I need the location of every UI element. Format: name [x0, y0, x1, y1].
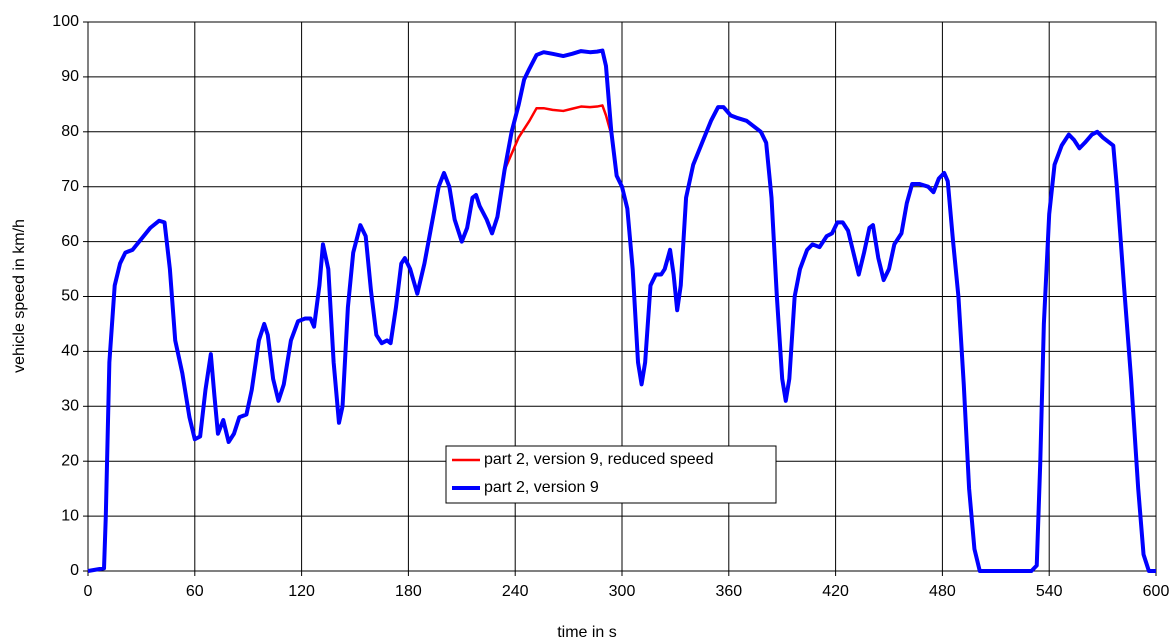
- y-tick-label: 50: [61, 288, 79, 305]
- y-tick-label: 40: [61, 343, 79, 360]
- series-line: [87, 48, 1156, 573]
- y-tick-label: 20: [61, 452, 79, 469]
- plot-border: [87, 21, 1157, 572]
- x-tick-label: 360: [715, 583, 742, 600]
- legend-label: part 2, version 9: [484, 479, 599, 496]
- x-tick-label: 600: [1143, 583, 1170, 600]
- x-axis-label: time in s: [557, 624, 617, 641]
- x-tick-label: 540: [1036, 583, 1063, 600]
- legend-box: [445, 445, 777, 504]
- x-tick-label: 420: [822, 583, 849, 600]
- y-tick-label: 100: [52, 13, 79, 30]
- y-tick-label: 60: [61, 233, 79, 250]
- x-tick-label: 0: [84, 583, 93, 600]
- y-tick-label: 10: [61, 507, 79, 524]
- x-tick-label: 120: [288, 583, 315, 600]
- x-tick-label: 180: [395, 583, 422, 600]
- y-axis-label: vehicle speed in km/h: [11, 219, 28, 373]
- y-tick-label: 70: [61, 178, 79, 195]
- x-tick-label: 480: [929, 583, 956, 600]
- x-tick-label: 240: [502, 583, 529, 600]
- x-tick-label: 300: [609, 583, 636, 600]
- x-tick-label: 60: [186, 583, 204, 600]
- y-tick-label: 90: [61, 68, 79, 85]
- legend-label: part 2, version 9, reduced speed: [484, 451, 713, 468]
- y-tick-label: 30: [61, 398, 79, 415]
- y-tick-label: 0: [70, 562, 79, 579]
- y-tick-label: 80: [61, 123, 79, 140]
